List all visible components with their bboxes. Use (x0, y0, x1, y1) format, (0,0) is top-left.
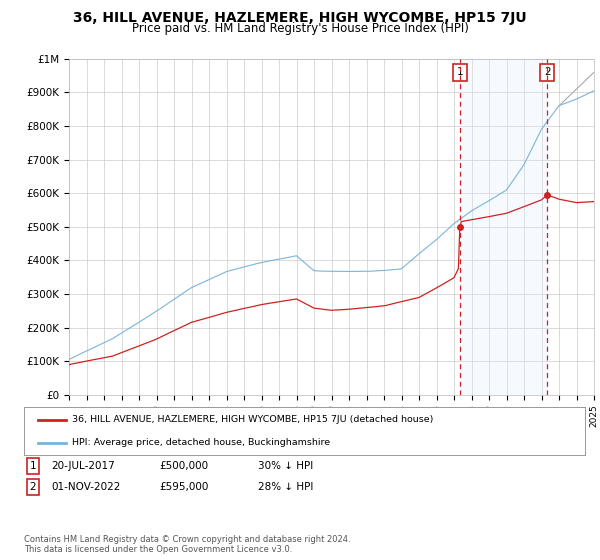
Bar (460, 59, 547, 395)
Text: £500,000: £500,000 (159, 461, 208, 471)
Text: Price paid vs. HM Land Registry's House Price Index (HPI): Price paid vs. HM Land Registry's House … (131, 22, 469, 35)
Text: 20-JUL-2017: 20-JUL-2017 (51, 461, 115, 471)
Text: 01-NOV-2022: 01-NOV-2022 (51, 482, 121, 492)
Text: 30% ↓ HPI: 30% ↓ HPI (258, 461, 313, 471)
Text: 2: 2 (29, 482, 37, 492)
Text: 28% ↓ HPI: 28% ↓ HPI (258, 482, 313, 492)
Text: 1: 1 (29, 461, 37, 471)
Text: HPI: Average price, detached house, Buckinghamshire: HPI: Average price, detached house, Buck… (71, 438, 330, 447)
Text: 1: 1 (457, 67, 463, 77)
Text: 2: 2 (544, 67, 551, 77)
Text: £595,000: £595,000 (159, 482, 208, 492)
Text: 36, HILL AVENUE, HAZLEMERE, HIGH WYCOMBE, HP15 7JU: 36, HILL AVENUE, HAZLEMERE, HIGH WYCOMBE… (73, 11, 527, 25)
Text: 36, HILL AVENUE, HAZLEMERE, HIGH WYCOMBE, HP15 7JU (detached house): 36, HILL AVENUE, HAZLEMERE, HIGH WYCOMBE… (71, 416, 433, 424)
Text: Contains HM Land Registry data © Crown copyright and database right 2024.
This d: Contains HM Land Registry data © Crown c… (24, 535, 350, 554)
